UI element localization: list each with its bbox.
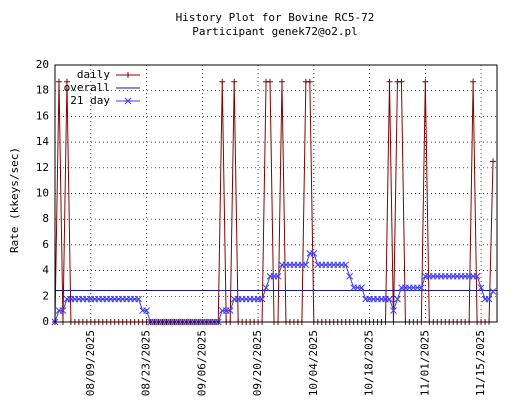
data-point — [358, 284, 365, 292]
x-tick-label: 11/15/2025 — [474, 330, 487, 396]
y-tick-label: 14 — [36, 135, 50, 148]
data-point — [278, 78, 285, 85]
data-point — [59, 307, 67, 314]
data-point — [473, 272, 481, 280]
data-point — [226, 307, 234, 314]
data-point — [258, 295, 266, 303]
data-point — [310, 250, 318, 257]
legend-label: daily — [77, 68, 110, 81]
data-point — [489, 288, 497, 295]
y-tick-label: 12 — [36, 161, 49, 174]
x-tick-label: 09/20/2025 — [251, 330, 264, 396]
data-point — [490, 158, 497, 165]
x-tick-label: 11/01/2025 — [418, 330, 431, 396]
data-point — [63, 78, 70, 85]
data-point — [390, 307, 397, 314]
y-tick-label: 16 — [36, 109, 49, 122]
data-point — [422, 78, 429, 85]
legend-label: overall — [64, 81, 110, 94]
x-tick-label: 09/06/2025 — [195, 330, 208, 396]
x-tick-label: 10/18/2025 — [363, 330, 376, 396]
data-point — [346, 272, 354, 280]
data-point — [55, 78, 62, 85]
chart-title: History Plot for Bovine RC5-72 — [176, 11, 375, 24]
data-point — [135, 295, 142, 303]
data-point — [417, 284, 425, 292]
legend-marker — [125, 72, 131, 78]
data-point — [274, 272, 282, 280]
x-tick-label: 08/23/2025 — [140, 330, 153, 396]
data-point — [470, 78, 477, 85]
legend-label: 21 day — [70, 94, 110, 107]
data-point — [302, 261, 310, 269]
plot-frame — [54, 64, 498, 323]
data-point — [386, 295, 393, 303]
data-point — [342, 261, 350, 269]
x-tick-label: 10/04/2025 — [307, 330, 320, 396]
data-point — [262, 284, 270, 292]
data-point — [306, 78, 313, 85]
data-point — [267, 78, 274, 85]
data-point — [394, 295, 401, 303]
y-axis-label: Rate (kkeys/sec) — [8, 147, 21, 253]
y-tick-label: 6 — [42, 238, 49, 251]
data-point — [143, 307, 150, 314]
y-tick-label: 8 — [42, 212, 49, 225]
data-point — [398, 78, 405, 85]
y-tick-label: 20 — [36, 58, 49, 71]
y-tick-label: 0 — [42, 315, 49, 328]
y-tick-label: 2 — [42, 289, 49, 302]
y-tick-label: 10 — [36, 187, 49, 200]
data-point — [477, 284, 485, 292]
y-tick-label: 4 — [42, 264, 49, 277]
chart-subtitle: Participant genek72@o2.pl — [192, 25, 358, 38]
data-point — [219, 78, 226, 85]
y-tick-label: 18 — [36, 84, 49, 97]
data-point — [386, 78, 393, 85]
legend-marker — [124, 97, 132, 105]
x-tick-label: 08/09/2025 — [84, 330, 97, 396]
data-point — [231, 78, 238, 85]
data-point — [485, 295, 493, 303]
